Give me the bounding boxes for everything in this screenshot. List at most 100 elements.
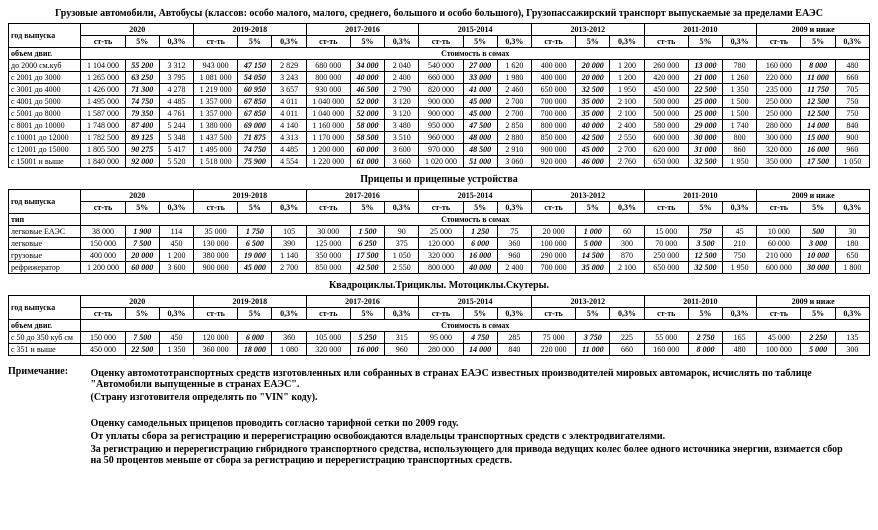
sub-header: 5% (238, 202, 272, 214)
year-header: 2017-2016 (306, 24, 419, 36)
cell: 6 250 (350, 238, 384, 250)
cell: 400 000 (531, 60, 575, 72)
cell: 300 000 (757, 132, 801, 144)
firstcol-header: тип (9, 214, 81, 226)
cell: 48 000 (463, 132, 497, 144)
sub-header: ст-ть (306, 36, 350, 48)
year-header: 2019-2018 (194, 296, 307, 308)
cell: 1 950 (723, 156, 757, 168)
sub-header: 0,3% (723, 308, 757, 320)
cell: 400 000 (81, 250, 125, 262)
year-header: 2020 (81, 296, 194, 308)
cell: 920 000 (531, 156, 575, 168)
cell: 33 000 (463, 72, 497, 84)
sub-header: 5% (350, 202, 384, 214)
cell: 60 000 (757, 238, 801, 250)
cell: 8 000 (801, 60, 835, 72)
year-header: 2013-2012 (531, 190, 644, 202)
sub-header: ст-ть (531, 202, 575, 214)
note-line: За регистрацию и перерегистрацию гибридн… (91, 444, 851, 466)
sub-header: ст-ть (81, 202, 125, 214)
cell: 1 140 (272, 250, 306, 262)
cell: 320 000 (419, 250, 463, 262)
cell: 315 (385, 332, 419, 344)
sub-header: ст-ть (531, 308, 575, 320)
cell: 114 (159, 226, 193, 238)
cell: 6 000 (238, 332, 272, 344)
sub-header: 0,3% (385, 36, 419, 48)
cell: 1 081 000 (194, 72, 238, 84)
sub-header: 5% (238, 308, 272, 320)
cell: 46 000 (576, 156, 610, 168)
cell: 12 500 (801, 108, 835, 120)
table-quads: год выпуска20202019-20182017-20162015-20… (8, 295, 870, 356)
cell: 25 000 (688, 96, 722, 108)
cell: 210 (723, 238, 757, 250)
cell: 41 000 (463, 84, 497, 96)
col-year: год выпуска (9, 190, 81, 214)
cell: 970 000 (419, 144, 463, 156)
cell: 74 750 (125, 96, 159, 108)
cell: 820 000 (419, 84, 463, 96)
year-header: 2019-2018 (194, 190, 307, 202)
sub-header: 0,3% (272, 36, 306, 48)
cell: 8 000 (688, 344, 722, 356)
cell: 2 910 (497, 144, 531, 156)
cell: 660 (835, 72, 869, 84)
cell: 5 348 (159, 132, 193, 144)
sub-header: 5% (576, 202, 610, 214)
cell: 660 000 (419, 72, 463, 84)
cell: 69 000 (238, 120, 272, 132)
year-header: 2009 и ниже (757, 296, 870, 308)
notes-label: Примечание: (8, 366, 88, 377)
cell: 25 000 (419, 226, 463, 238)
sub-header: ст-ть (757, 36, 801, 48)
cell: 900 000 (531, 144, 575, 156)
cell: 4 140 (272, 120, 306, 132)
note-line: Оценку автомототранспортных средств изго… (91, 368, 851, 390)
cell: 79 350 (125, 108, 159, 120)
cell: 380 000 (194, 250, 238, 262)
row-label: рефрижератор (9, 262, 81, 274)
cell: 11 750 (801, 84, 835, 96)
cell: 450 (159, 332, 193, 344)
cell: 100 000 (757, 344, 801, 356)
cell: 1 950 (723, 262, 757, 274)
year-header: 2011-2010 (644, 24, 757, 36)
row-label: до 2000 см.куб (9, 60, 81, 72)
cell: 60 950 (238, 84, 272, 96)
cell: 6 000 (463, 238, 497, 250)
cell: 3 660 (385, 156, 419, 168)
sub-header: ст-ть (757, 308, 801, 320)
cell: 2 850 (497, 120, 531, 132)
sub-header: 0,3% (497, 36, 531, 48)
cell: 20 000 (576, 60, 610, 72)
firstcol-header: объем двиг. (9, 48, 81, 60)
cell: 2 400 (385, 72, 419, 84)
cell: 1 980 (497, 72, 531, 84)
cell: 220 000 (531, 344, 575, 356)
cell: 250 000 (757, 108, 801, 120)
cell: 92 000 (125, 156, 159, 168)
cell: 125 000 (306, 238, 350, 250)
row-label: с 12001 до 15000 (9, 144, 81, 156)
sub-header: ст-ть (644, 308, 688, 320)
note-line (91, 405, 851, 416)
year-header: 2017-2016 (306, 190, 419, 202)
cell: 700 000 (531, 96, 575, 108)
cell: 800 000 (306, 72, 350, 84)
cell: 1 250 (463, 226, 497, 238)
row-label: с 8001 до 10000 (9, 120, 81, 132)
cell: 2 790 (385, 84, 419, 96)
cell: 4 011 (272, 96, 306, 108)
cell: 21 000 (688, 72, 722, 84)
cell: 15 000 (801, 132, 835, 144)
cost-header: Стоимость в сомах (81, 48, 870, 60)
row-label: грузовые (9, 250, 81, 262)
cell: 60 (610, 226, 644, 238)
sub-header: 5% (688, 308, 722, 320)
cell: 2 550 (385, 262, 419, 274)
cell: 1 220 000 (306, 156, 350, 168)
sub-header: 0,3% (835, 36, 869, 48)
cell: 120 000 (419, 238, 463, 250)
